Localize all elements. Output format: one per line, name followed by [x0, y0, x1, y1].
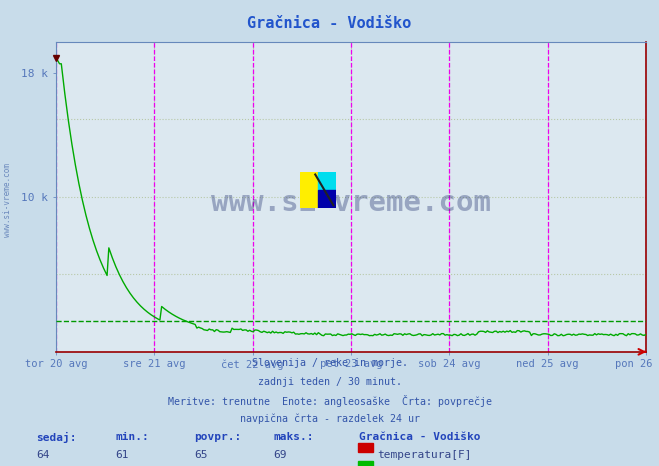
- Text: temperatura[F]: temperatura[F]: [377, 450, 471, 460]
- Text: navpična črta - razdelek 24 ur: navpična črta - razdelek 24 ur: [239, 414, 420, 425]
- Text: www.si-vreme.com: www.si-vreme.com: [3, 164, 13, 237]
- Text: Gračnica - Vodiško: Gračnica - Vodiško: [247, 16, 412, 31]
- Text: maks.:: maks.:: [273, 432, 314, 442]
- Text: Meritve: trenutne  Enote: angleosaške  Črta: povprečje: Meritve: trenutne Enote: angleosaške Črt…: [167, 395, 492, 407]
- Text: zadnji teden / 30 minut.: zadnji teden / 30 minut.: [258, 377, 401, 386]
- Text: Gračnica - Vodiško: Gračnica - Vodiško: [359, 432, 480, 442]
- Bar: [318, 172, 336, 190]
- Text: sedaj:: sedaj:: [36, 432, 76, 444]
- Text: 65: 65: [194, 450, 208, 460]
- Text: povpr.:: povpr.:: [194, 432, 242, 442]
- Bar: [300, 172, 318, 208]
- Text: 69: 69: [273, 450, 287, 460]
- Bar: [318, 190, 336, 208]
- Text: 64: 64: [36, 450, 49, 460]
- Text: www.si-vreme.com: www.si-vreme.com: [211, 189, 491, 217]
- Text: 61: 61: [115, 450, 129, 460]
- Text: Slovenija / reke in morje.: Slovenija / reke in morje.: [252, 358, 407, 368]
- Text: min.:: min.:: [115, 432, 149, 442]
